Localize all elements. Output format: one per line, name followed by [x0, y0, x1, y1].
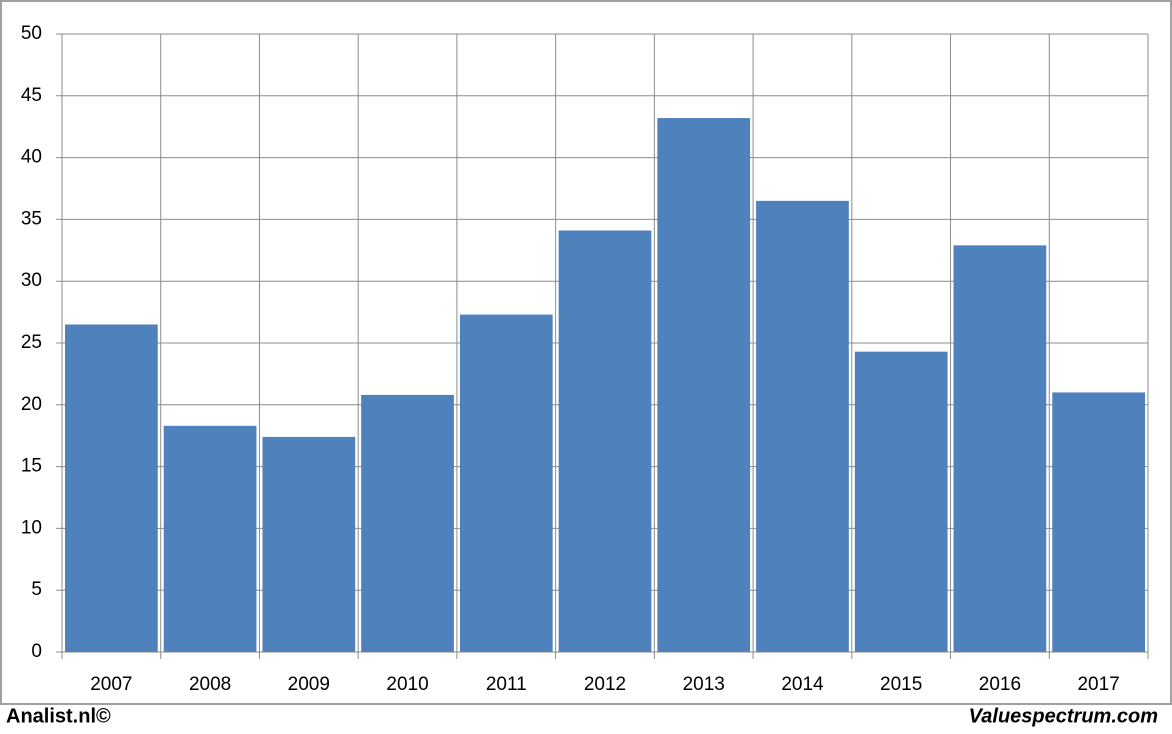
bar	[1052, 392, 1145, 652]
bar	[854, 351, 948, 652]
bar	[361, 394, 454, 652]
x-tick-label: 2014	[781, 674, 824, 695]
y-tick-label: 5	[31, 579, 42, 600]
y-tick-label: 35	[21, 208, 42, 229]
source-right: Valuespectrum.com	[969, 705, 1158, 727]
y-tick-label: 40	[21, 147, 42, 168]
y-tick-label: 15	[21, 456, 42, 477]
bar	[262, 436, 356, 652]
x-tick-label: 2013	[683, 674, 725, 695]
bar	[953, 245, 1047, 652]
x-tick-label: 2016	[979, 674, 1021, 695]
x-tick-label: 2008	[189, 674, 231, 695]
y-tick-label: 0	[31, 641, 42, 662]
y-tick-label: 25	[21, 332, 42, 353]
y-tick-label: 50	[21, 23, 42, 44]
source-left: Analist.nl©	[6, 705, 111, 727]
x-tick-label: 2017	[1077, 674, 1119, 695]
bar	[163, 425, 257, 652]
x-tick-label: 2012	[584, 674, 626, 695]
y-tick-label: 45	[21, 85, 42, 106]
x-tick-label: 2015	[880, 674, 922, 695]
x-tick-label: 2010	[386, 674, 428, 695]
bar	[657, 118, 751, 653]
bar	[558, 230, 652, 653]
x-tick-label: 2009	[288, 674, 330, 695]
bar	[459, 314, 553, 652]
bar	[65, 324, 158, 652]
y-tick-label: 20	[21, 394, 42, 415]
bar	[756, 200, 849, 653]
x-tick-label: 2007	[90, 674, 132, 695]
y-tick-label: 30	[21, 270, 42, 291]
x-tick-label: 2011	[486, 674, 527, 695]
y-tick-label: 10	[21, 517, 42, 538]
